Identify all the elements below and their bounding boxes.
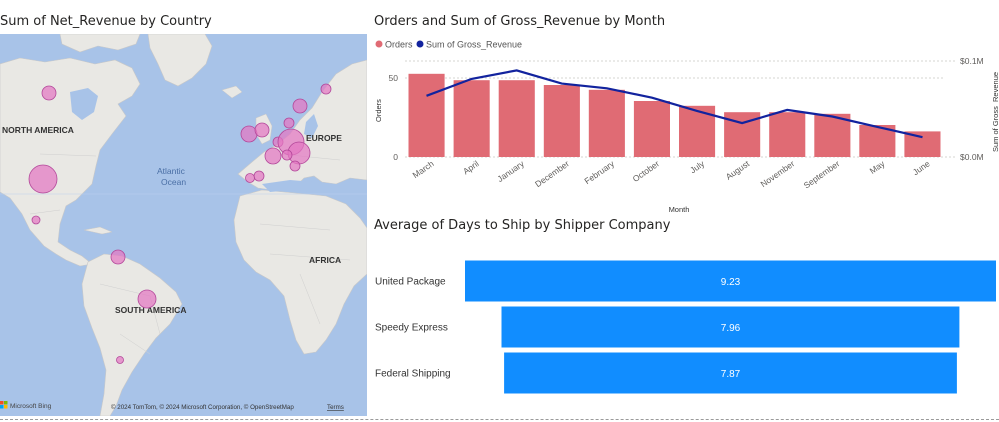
combo-left-tick-50: 50 [389,73,399,83]
combo-right-tick-0.1m: $0.1M [960,56,984,66]
region-label-atlantic-line2: Ocean [161,177,186,187]
shipper-category-labels: United Package Speedy Express Federal Ship… [375,277,451,380]
combo-chart-title: Orders and Sum of Gross_Revenue by Month [374,14,666,29]
combo-y-axis-title-left: Orders [374,99,383,122]
legend-label-gross-revenue[interactable]: Sum of Gross_Revenue [426,40,522,50]
hudson-bay [70,88,98,120]
country-bubble[interactable] [245,173,255,183]
combo-x-axis-title: Month [669,205,690,214]
country-bubble[interactable] [41,85,57,101]
bubble-map[interactable]: NORTH AMERICA EUROPE Atlantic Ocean AFRI… [0,34,367,416]
combo-left-tick-0: 0 [393,152,398,162]
orders-bar-august[interactable] [724,112,761,157]
region-label-north-america: NORTH AMERICA [2,125,74,135]
shipper-bar-speedy-express[interactable] [501,306,960,348]
combo-legend[interactable]: Orders Sum of Gross_Revenue [375,40,523,50]
north-america-landmass [0,57,141,267]
country-bubble[interactable] [110,249,126,265]
region-label-atlantic-line1: Atlantic [157,166,186,176]
country-bubble[interactable] [264,147,282,165]
region-label-south-america: SOUTH AMERICA [115,305,186,315]
country-bubble[interactable] [283,117,295,129]
orders-bar-october[interactable] [633,101,670,157]
x-tick-label-july: July [688,158,707,175]
shipper-label-federal-shipping: Federal Shipping [375,369,451,380]
country-bubble[interactable] [289,160,301,172]
orders-bar-march[interactable] [408,73,445,157]
orders-bar-july[interactable] [679,105,716,157]
region-label-europe: EUROPE [306,133,342,143]
resize-handle[interactable] [367,410,373,416]
x-tick-label-august: August [724,158,752,182]
orders-bar-november[interactable] [769,112,806,157]
orders-bar-january[interactable] [498,80,535,157]
country-bubble[interactable] [116,356,124,364]
map-bubbles[interactable] [28,83,332,364]
orders-bar-december[interactable] [543,85,580,157]
bottom-divider [0,419,999,420]
country-bubble[interactable] [240,125,258,143]
x-tick-label-november: November [758,158,796,189]
shipper-value-label: 7.87 [721,369,741,380]
baltic-sea [304,114,318,138]
shipper-data-labels: 9.23 7.96 7.87 [721,277,741,380]
map-title: Sum of Net_Revenue by Country [0,14,212,29]
x-tick-label-september: September [802,158,842,190]
map-terms-link[interactable]: Terms [327,404,344,411]
x-tick-label-april: April [461,158,481,176]
arctic-islands-landmass [59,34,141,53]
map-canvas[interactable]: NORTH AMERICA EUROPE Atlantic Ocean AFRI… [0,34,367,416]
legend-marker-gross-revenue [416,40,424,48]
country-bubble[interactable] [31,215,41,225]
south-america-landmass [81,253,183,416]
bing-logo: Microsoft Bing [0,401,52,410]
legend-marker-orders [375,40,383,48]
gross-revenue-line[interactable] [426,69,923,139]
x-tick-label-december: December [533,158,571,189]
country-bubble[interactable] [28,164,58,194]
africa-landmass [233,189,367,355]
shipper-bar-federal-shipping[interactable] [504,352,957,394]
map-attribution[interactable]: © 2024 TomTom, © 2024 Microsoft Corporat… [111,404,294,411]
orders-bar-may[interactable] [859,125,896,157]
caribbean-landmass [83,226,113,235]
shipper-bar-united-package[interactable] [465,260,996,302]
country-bubble[interactable] [292,98,308,114]
combo-y-axis-title-right: Sum of Gross_Revenue [991,72,999,152]
mediterranean-sea [262,180,340,192]
country-bubble[interactable] [320,83,332,95]
x-tick-label-may: May [868,158,888,176]
country-bubble[interactable] [254,122,270,138]
greenland-landmass [147,34,213,87]
x-tick-label-february: February [582,158,616,186]
combo-x-tick-labels: March April January December February October… [411,158,932,190]
orders-bar-september[interactable] [814,113,851,157]
shipper-bars[interactable] [465,260,996,394]
shipper-value-label: 9.23 [721,277,741,288]
bing-logo-text: Microsoft Bing [10,403,52,410]
country-bubble[interactable] [253,170,265,182]
region-label-africa: AFRICA [309,255,341,265]
iceland-landmass [221,85,243,99]
orders-bar-june[interactable] [904,131,941,157]
x-tick-label-june: June [911,158,932,177]
orders-bar-february[interactable] [588,89,625,157]
country-bubble[interactable] [137,289,157,309]
combo-right-tick-0m: $0.0M [960,152,984,162]
country-bubble[interactable] [281,149,293,161]
legend-label-orders[interactable]: Orders [385,40,413,50]
x-tick-label-march: March [411,158,436,180]
shipper-value-label: 7.96 [721,323,741,334]
shipper-label-speedy-express: Speedy Express [375,323,448,334]
x-tick-label-october: October [631,158,662,184]
shipper-label-united-package: United Package [375,277,446,288]
x-tick-label-january: January [495,158,526,184]
orders-bar-april[interactable] [453,80,490,157]
combo-bars[interactable] [408,73,941,157]
shipper-chart-title: Average of Days to Ship by Shipper Compa… [374,218,671,233]
